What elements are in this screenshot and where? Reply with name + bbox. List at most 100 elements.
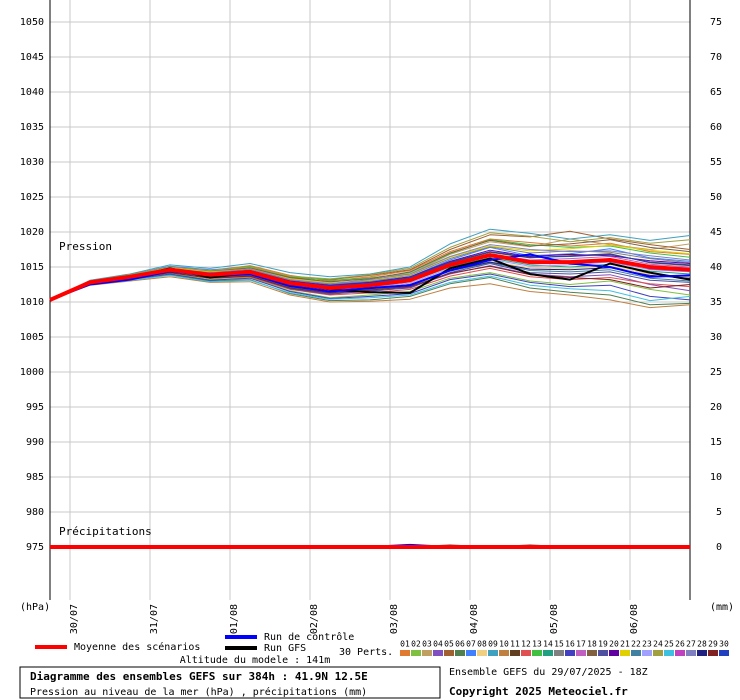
legend-swatch <box>631 650 641 656</box>
legend-label: 15 <box>554 640 564 649</box>
legend-swatch <box>444 650 454 656</box>
perturbation-line <box>49 232 691 301</box>
legend-swatch <box>708 650 718 656</box>
legend-swatch <box>587 650 597 656</box>
legend-label: 21 <box>620 640 630 649</box>
y2-tick-label: 60 <box>710 122 722 133</box>
legend-label: 22 <box>631 640 641 649</box>
legend-label: 29 <box>708 640 718 649</box>
y2-axis-label: (mm) <box>710 602 734 613</box>
perturbation-line <box>49 273 691 301</box>
legend-swatch <box>653 650 663 656</box>
legend-label: 23 <box>642 640 652 649</box>
legend-swatch <box>532 650 542 656</box>
legend-swatch <box>675 650 685 656</box>
y-tick-label: 975 <box>26 542 44 553</box>
legend-swatch <box>466 650 476 656</box>
y-tick-label: 1010 <box>20 297 44 308</box>
legend-label: Moyenne des scénarios <box>74 641 200 653</box>
legend-swatch <box>400 650 410 656</box>
y-tick-label: 990 <box>26 437 44 448</box>
legend-swatch <box>576 650 586 656</box>
x-tick-label: 06/08 <box>629 604 640 634</box>
y2-tick-label: 30 <box>710 332 722 343</box>
y-tick-label: 1035 <box>20 122 44 133</box>
legend-swatch <box>598 650 608 656</box>
legend-label: 13 <box>532 640 542 649</box>
y2-tick-label: 35 <box>710 297 722 308</box>
legend-label: 01 <box>400 640 410 649</box>
legend-swatch <box>510 650 520 656</box>
legend-swatch <box>642 650 652 656</box>
y2-tick-label: 25 <box>710 367 722 378</box>
y-tick-label: 1030 <box>20 157 44 168</box>
chart-subtitle: Pression au niveau de la mer (hPa) , pré… <box>30 686 367 698</box>
title-box <box>19 666 441 699</box>
legend-label: 03 <box>422 640 432 649</box>
x-tick-label: 02/08 <box>309 604 320 634</box>
legend-label: 08 <box>477 640 487 649</box>
y-tick-label: 980 <box>26 507 44 518</box>
legend-swatch <box>609 650 619 656</box>
legend-label: 04 <box>433 640 443 649</box>
y-tick-label: 1015 <box>20 262 44 273</box>
y2-tick-label: 40 <box>710 262 722 273</box>
perturbation-line <box>49 276 691 309</box>
pressure-line <box>49 253 691 302</box>
y-tick-label: 1045 <box>20 52 44 63</box>
chart-title: Diagramme des ensembles GEFS sur 384h : … <box>30 670 368 683</box>
y-tick-label: 1050 <box>20 17 44 28</box>
legend-swatch <box>499 650 509 656</box>
annotation: Pression <box>59 240 112 253</box>
legend-label: 09 <box>488 640 498 649</box>
legend-swatch <box>422 650 432 656</box>
y2-tick-label: 10 <box>710 472 722 483</box>
y2-tick-label: 65 <box>710 87 722 98</box>
x-tick-label: 05/08 <box>549 604 560 634</box>
plot-area <box>49 0 691 600</box>
y-tick-label: 1020 <box>20 227 44 238</box>
y-axis-label: (hPa) <box>20 602 50 613</box>
x-tick-label: 03/08 <box>389 604 400 634</box>
legend-label: 12 <box>521 640 531 649</box>
legend-label: 06 <box>455 640 465 649</box>
perturbation-line <box>49 274 691 302</box>
legend-swatch <box>477 650 487 656</box>
legend-swatch <box>455 650 465 656</box>
y-tick-label: 1000 <box>20 367 44 378</box>
legend-label: 27 <box>686 640 696 649</box>
legend-swatch <box>664 650 674 656</box>
legend-label: 30 <box>719 640 729 649</box>
x-tick-label: 31/07 <box>149 604 160 634</box>
legend-label: 17 <box>576 640 586 649</box>
y2-tick-label: 15 <box>710 437 722 448</box>
y-tick-label: 1040 <box>20 87 44 98</box>
legend-swatch <box>521 650 531 656</box>
legend-swatch <box>543 650 553 656</box>
y-tick-label: 985 <box>26 472 44 483</box>
run-label: Ensemble GEFS du 29/07/2025 - 18Z <box>449 667 648 678</box>
legend-label: 14 <box>543 640 553 649</box>
y2-tick-label: 45 <box>710 227 722 238</box>
legend-label: 10 <box>499 640 509 649</box>
y-tick-label: 1005 <box>20 332 44 343</box>
altitude-label: Altitude du modele : 141m <box>180 655 331 666</box>
legend-swatch <box>686 650 696 656</box>
legend-swatch <box>433 650 443 656</box>
y2-tick-label: 20 <box>710 402 722 413</box>
legend-label: 19 <box>598 640 608 649</box>
legend-swatch <box>488 650 498 656</box>
legend-label: 05 <box>444 640 454 649</box>
x-tick-label: 01/08 <box>229 604 240 634</box>
legend-swatch <box>697 650 707 656</box>
legend-label: 18 <box>587 640 597 649</box>
legend-label: 07 <box>466 640 476 649</box>
perturbations-label: 30 Perts. <box>339 647 393 658</box>
legend-swatch <box>411 650 421 656</box>
legend-label: 28 <box>697 640 707 649</box>
y-tick-label: 995 <box>26 402 44 413</box>
y2-tick-label: 55 <box>710 157 722 168</box>
x-tick-label: 04/08 <box>469 604 480 634</box>
